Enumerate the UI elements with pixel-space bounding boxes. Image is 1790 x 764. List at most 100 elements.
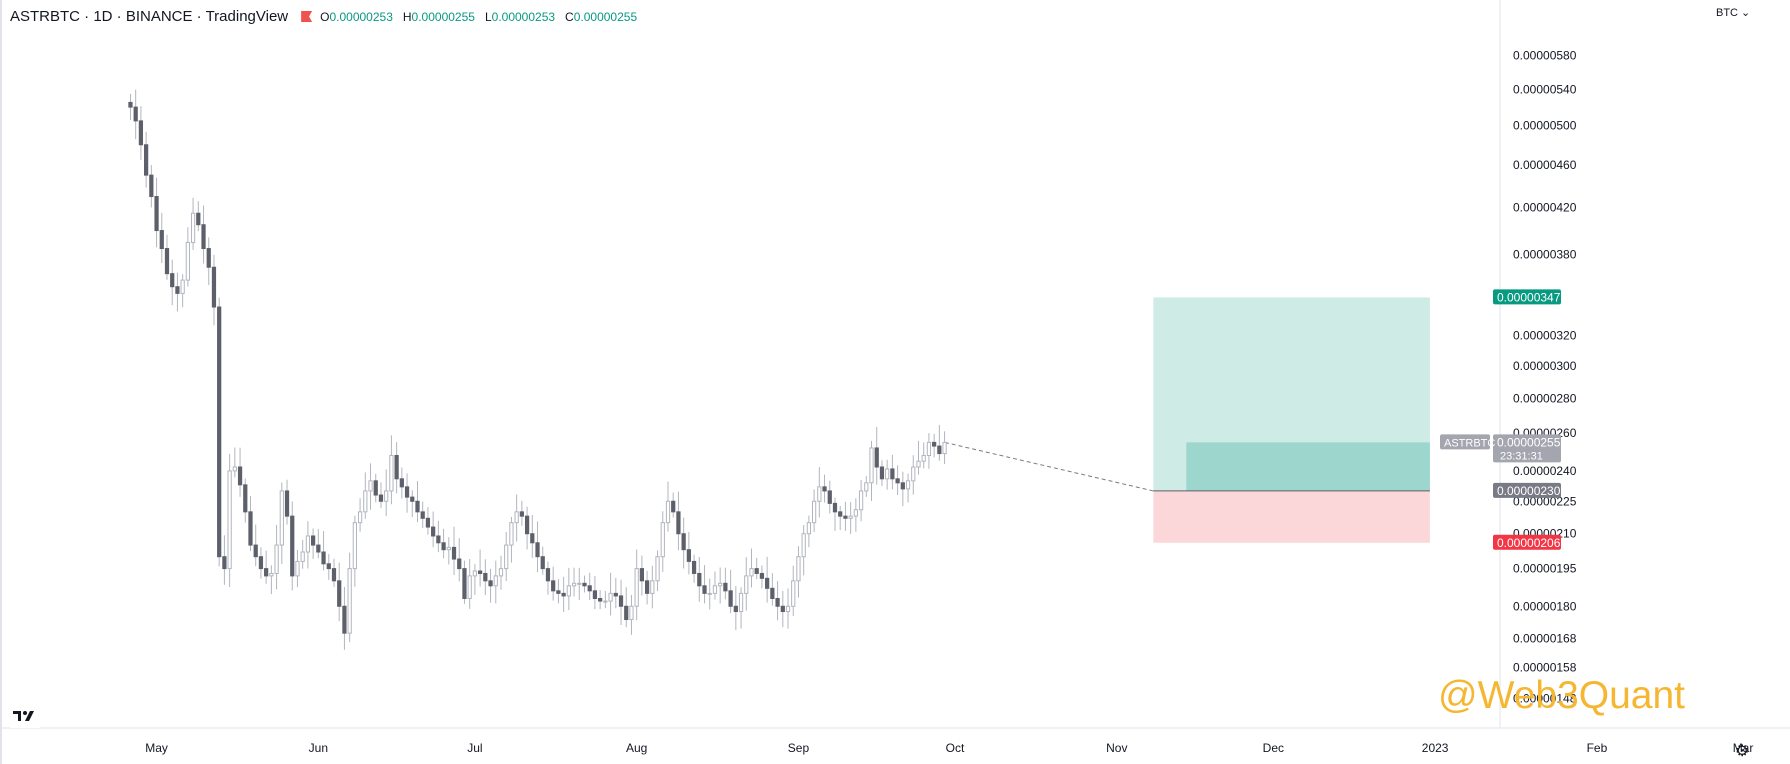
y-tick-label: 0.00000148 [1513, 691, 1577, 705]
candle-body [759, 572, 765, 579]
candle-body [488, 580, 493, 587]
candle-body [363, 490, 368, 513]
candle-body [718, 582, 723, 587]
y-tick-label: 0.00000380 [1513, 248, 1577, 262]
candle-body [853, 509, 858, 517]
candle-body [300, 551, 305, 562]
candle-body [196, 212, 201, 226]
ohlc-close-value: 0.00000255 [573, 9, 638, 24]
candle-body [535, 542, 540, 558]
candle-body [942, 441, 947, 455]
x-tick-label: Sep [788, 741, 810, 755]
candle-body [175, 286, 180, 294]
x-tick-label: Nov [1106, 741, 1127, 755]
candle-body [264, 568, 269, 577]
candle-body [665, 500, 671, 524]
candle-body [780, 605, 785, 613]
flag-icon[interactable] [301, 11, 313, 22]
chart-title[interactable]: ASTRBTC · 1D · BINANCE · TradingView [10, 8, 289, 25]
take-profit-label-bg [1493, 289, 1561, 305]
candle-body [785, 605, 791, 613]
candle-body [895, 478, 900, 484]
entry-label-bg [1493, 482, 1561, 498]
last-price-label-bg [1493, 434, 1561, 463]
candle-body [869, 447, 874, 484]
candle-body [827, 490, 832, 504]
currency-selector[interactable]: BTC ⌄ [1716, 6, 1750, 19]
ohlc-high: H0.00000255 [402, 9, 475, 24]
candle-body [629, 605, 634, 621]
chevron-down-icon: ⌄ [1738, 7, 1751, 19]
candle-body [702, 585, 707, 594]
candle-body [180, 279, 185, 294]
candle-body [378, 494, 384, 502]
x-tick-label: Aug [626, 741, 647, 755]
x-tick-label: Mar [1733, 741, 1754, 755]
candle-body [321, 551, 326, 565]
candle-body [843, 515, 848, 519]
candle-body [822, 486, 827, 492]
y-tick-label: 0.00000500 [1513, 119, 1577, 133]
candle-body [613, 592, 618, 597]
candle-body [159, 230, 164, 250]
candle-body [686, 549, 691, 562]
last-price-label-symbol-bg [1440, 434, 1490, 450]
candle-body [352, 522, 357, 570]
candle-body [128, 101, 133, 108]
candle-body [149, 174, 154, 198]
candle-body [728, 590, 733, 607]
candle-body [775, 597, 780, 607]
candle-body [133, 106, 138, 122]
candle-body [811, 500, 817, 524]
candle-body [477, 570, 483, 574]
candle-body [879, 466, 885, 480]
candle-body [457, 558, 462, 570]
candle-body [885, 468, 890, 480]
candle-body [603, 600, 608, 603]
candle-body [404, 486, 410, 498]
candle-body [483, 572, 488, 582]
entry-label: 0.00000230 [1493, 482, 1561, 498]
candle-body [770, 587, 775, 599]
x-tick-label: 2023 [1422, 741, 1449, 755]
candle-body [749, 568, 754, 577]
candle-body [425, 517, 431, 528]
stop-loss-label-text: 0.00000206 [1497, 536, 1561, 550]
candle-body [660, 522, 665, 558]
x-tick-label: Oct [946, 741, 965, 755]
candle-body [733, 605, 738, 613]
candle-body [170, 273, 175, 288]
candle-body [326, 563, 331, 570]
candle-body [462, 568, 467, 599]
entry-label-text: 0.00000230 [1497, 484, 1561, 498]
y-tick-label: 0.00000420 [1513, 201, 1577, 215]
y-tick-label: 0.00000460 [1513, 158, 1577, 172]
candle-body [530, 533, 535, 544]
x-tick-label: Jul [467, 741, 482, 755]
candle-body [357, 511, 363, 524]
candle-body [624, 605, 629, 621]
candle-body [467, 575, 472, 599]
candle-body [243, 484, 248, 513]
y-tick-label: 0.00000580 [1513, 49, 1577, 63]
last-price-label-text: 0.00000255 [1497, 435, 1561, 449]
candle-body [232, 466, 237, 472]
candle-body [671, 500, 676, 513]
candle-body [697, 572, 702, 587]
open-profit-zone [1186, 442, 1430, 491]
ohlc-open: O0.00000253 [320, 9, 393, 24]
y-tick-label: 0.00000320 [1513, 329, 1577, 343]
gear-icon[interactable]: ⚙ [1735, 743, 1750, 760]
x-tick-label: Jun [309, 741, 328, 755]
y-tick-label: 0.00000195 [1513, 562, 1577, 576]
candle-body [206, 248, 211, 268]
candle-body [738, 592, 744, 613]
candle-body [890, 468, 895, 480]
candle-body [545, 568, 551, 582]
candle-body [498, 568, 504, 577]
candle-body [864, 482, 869, 492]
candle-body [540, 556, 545, 570]
tradingview-logo-icon[interactable] [10, 704, 40, 728]
